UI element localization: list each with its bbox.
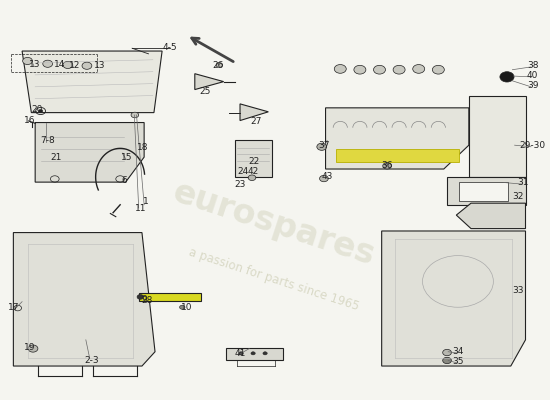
Circle shape (443, 357, 452, 364)
Text: 29-30: 29-30 (520, 141, 546, 150)
Text: eurospares: eurospares (168, 176, 379, 272)
FancyBboxPatch shape (459, 182, 508, 201)
FancyBboxPatch shape (337, 149, 459, 162)
Polygon shape (456, 203, 525, 228)
Text: 27: 27 (251, 117, 262, 126)
Text: 31: 31 (518, 178, 529, 188)
Circle shape (393, 65, 405, 74)
Text: 10: 10 (181, 303, 192, 312)
Circle shape (373, 65, 386, 74)
FancyBboxPatch shape (234, 140, 272, 177)
Circle shape (412, 64, 425, 73)
Text: 40: 40 (527, 71, 538, 80)
Text: 38: 38 (527, 61, 538, 70)
Text: 34: 34 (452, 347, 464, 356)
Polygon shape (35, 122, 144, 182)
Text: 32: 32 (512, 192, 524, 201)
Text: 28: 28 (142, 296, 153, 305)
Text: 33: 33 (512, 286, 524, 295)
Text: 36: 36 (381, 160, 393, 170)
Text: 25: 25 (199, 87, 210, 96)
Circle shape (82, 62, 92, 69)
Circle shape (28, 345, 38, 352)
Polygon shape (469, 96, 525, 177)
Polygon shape (447, 177, 525, 205)
Circle shape (248, 175, 256, 180)
Text: 1: 1 (143, 198, 148, 206)
Circle shape (216, 62, 223, 67)
Text: 13: 13 (94, 61, 105, 70)
Text: 7-8: 7-8 (40, 136, 55, 145)
Text: 9: 9 (142, 295, 147, 304)
Text: 35: 35 (452, 357, 464, 366)
Circle shape (131, 112, 139, 118)
Text: 18: 18 (138, 143, 149, 152)
Text: 43: 43 (322, 172, 333, 182)
Circle shape (334, 64, 346, 73)
Polygon shape (326, 108, 469, 169)
Polygon shape (240, 104, 268, 120)
Circle shape (43, 60, 53, 67)
Text: 4-5: 4-5 (163, 42, 178, 52)
Circle shape (317, 143, 327, 150)
Circle shape (179, 305, 185, 309)
Circle shape (39, 110, 43, 113)
Circle shape (251, 352, 255, 355)
Text: 26: 26 (212, 61, 224, 70)
Text: 41: 41 (234, 349, 246, 358)
Circle shape (263, 352, 267, 355)
Text: 42: 42 (248, 166, 259, 176)
Polygon shape (382, 231, 525, 366)
FancyBboxPatch shape (226, 348, 283, 360)
Text: 13: 13 (29, 60, 41, 70)
Circle shape (354, 65, 366, 74)
Polygon shape (13, 232, 155, 366)
Text: 11: 11 (135, 204, 146, 213)
Circle shape (63, 61, 73, 68)
Circle shape (23, 57, 32, 64)
Text: 37: 37 (318, 141, 330, 150)
Circle shape (432, 65, 444, 74)
Text: 14: 14 (54, 60, 65, 70)
Text: 24: 24 (237, 166, 249, 176)
FancyBboxPatch shape (139, 293, 201, 301)
Text: 21: 21 (50, 152, 62, 162)
Text: 15: 15 (121, 152, 133, 162)
Polygon shape (22, 51, 162, 113)
Text: 12: 12 (69, 61, 81, 70)
Text: 6: 6 (121, 176, 127, 186)
Text: 22: 22 (248, 156, 259, 166)
Text: 16: 16 (24, 116, 35, 125)
Text: 23: 23 (234, 180, 246, 190)
Text: 39: 39 (527, 81, 538, 90)
Polygon shape (195, 74, 224, 90)
Circle shape (500, 72, 514, 82)
Text: 20: 20 (31, 105, 42, 114)
Circle shape (320, 175, 328, 182)
Circle shape (137, 294, 144, 299)
Text: 17: 17 (8, 303, 19, 312)
Text: 19: 19 (24, 343, 35, 352)
Text: a passion for parts since 1965: a passion for parts since 1965 (187, 246, 361, 313)
Circle shape (383, 163, 392, 169)
Text: 2-3: 2-3 (84, 356, 98, 365)
Circle shape (239, 352, 243, 355)
Circle shape (443, 349, 452, 356)
